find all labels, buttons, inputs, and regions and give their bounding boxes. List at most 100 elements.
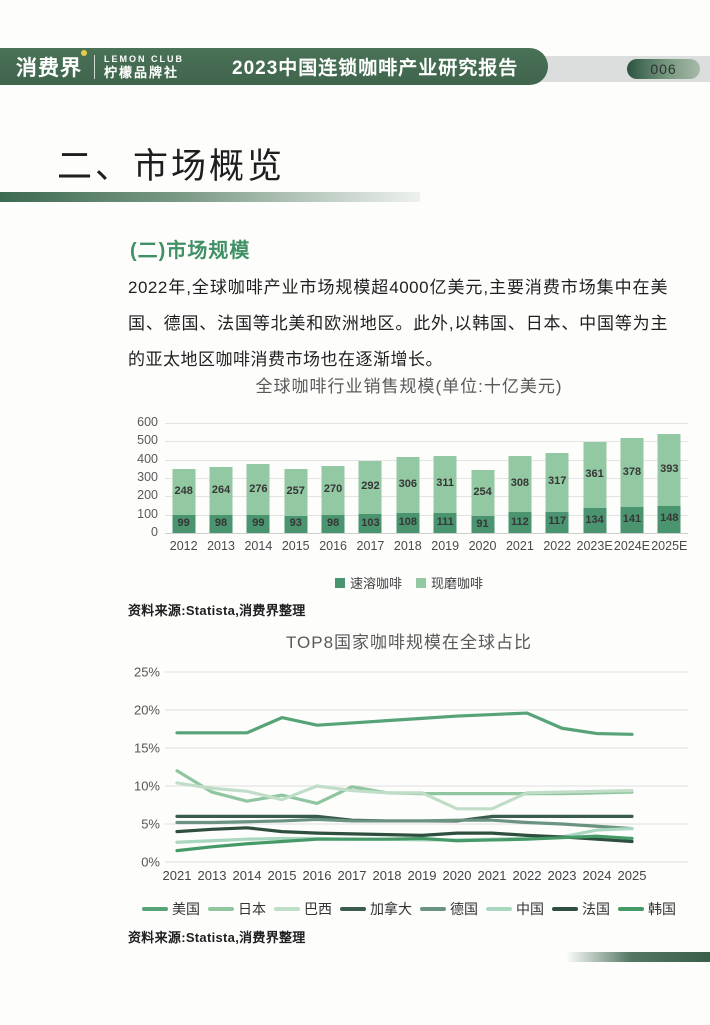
bar-chart-legend: 速溶咖啡 现磨咖啡 [128,573,690,592]
section-underline [0,192,420,202]
line-series [175,834,634,853]
legend-item: 美国 [142,899,200,919]
line-chart-ytick: 5% [141,817,160,832]
bar-chart-xtick: 2015 [281,539,310,553]
line-series [175,769,634,806]
line-chart-xtick: 2023 [548,868,577,883]
bar-chart-gridline [165,423,688,424]
subsection-title: (二)市场规模 [130,240,251,262]
bar-chart-gridline [165,441,688,443]
bar-value-label: 393 [660,462,679,475]
bar-column: 257 93 2015 [277,396,314,564]
bar-column: 264 98 2013 [202,396,239,564]
bar-column: 317 117 2022 [539,396,576,564]
line-chart-ytick: 0% [141,855,160,870]
bar-value-label: 108 [398,516,417,529]
bar-chart-xtick: 2023E [576,539,613,553]
bar-chart-gridline [165,514,688,516]
line-chart-xtick: 2021 [478,868,507,883]
bar-chart-ytick: 100 [137,506,158,521]
line-chart-xtick: 2016 [303,868,332,883]
bar-segment-ground [172,469,196,515]
bar-column: 292 103 2017 [352,396,389,564]
logo-brand: 消费界 [16,49,87,82]
bar-value-label: 148 [660,512,679,525]
bar-segment-ground [284,468,308,516]
bar-value-label: 248 [174,485,193,498]
bar-value-label: 99 [252,516,265,529]
bar-column: 361 134 2023E [576,396,613,564]
legend-item: 巴西 [274,899,332,919]
bar-chart-gridline [165,459,688,461]
bar-chart-xtick: 2012 [169,539,198,553]
bar-segment-instant [358,514,382,533]
legend-swatch [208,907,234,911]
bar-chart-ytick: 600 [137,415,158,429]
line-chart-xtick: 2025 [618,868,647,883]
report-title: 2023中国连锁咖啡产业研究报告 [232,58,519,79]
bar-chart-xtick: 2024E [613,539,651,553]
bar-segment-instant [583,508,607,533]
legend-label: 韩国 [648,901,676,917]
bar-segment-ground [209,466,233,516]
bar-segment-ground [396,457,420,514]
bar-chart-ytick: 300 [137,470,158,484]
bar-column: 276 99 2014 [240,396,277,564]
line-chart-xtick: 2014 [233,868,262,883]
bar-segment-instant [284,515,308,533]
line-chart-xtick: 2013 [198,868,227,883]
bar-segment-instant [620,507,644,533]
bar-segment-instant [172,514,196,533]
bar-chart-ytick: 500 [137,433,158,448]
line-chart-ytick: 20% [134,703,160,718]
bar-value-label: 112 [511,515,529,528]
bar-value-label: 117 [548,515,567,528]
bar-column: 254 91 2020 [464,396,501,564]
logo-club-en: LEMON CLUB [104,53,184,64]
bar-chart-ytick: 0 [151,525,158,539]
legend-swatch [142,907,168,911]
bar-segment-ground [358,460,382,515]
logo-club: LEMON CLUB 柠檬品牌社 [104,54,184,80]
bar-value-label: 91 [476,517,489,530]
legend-swatch [618,907,644,911]
line-series [175,817,634,831]
legend-item: 速溶咖啡 [334,573,402,592]
bar-chart-xtick: 2020 [468,539,497,553]
bar-value-label: 264 [211,483,231,496]
bar-column: 308 112 2021 [501,396,538,564]
bar-chart-gridline [165,478,688,479]
line-series [175,781,634,811]
legend-label: 巴西 [304,901,332,917]
line-chart-ytick: 10% [134,779,160,794]
bar-value-label: 361 [585,468,604,481]
body-paragraph: 2022年,全球咖啡产业市场规模超4000亿美元,主要消费市场集中在美国、德国、… [128,278,668,369]
bar-value-label: 141 [622,513,642,526]
bar-value-label: 378 [622,465,642,478]
legend-label: 速溶咖啡 [349,576,402,591]
bar-chart-xtick: 2019 [431,539,460,553]
section-title: 二、市场概览 [57,147,286,186]
bar-value-label: 311 [436,477,455,490]
bar-value-label: 292 [361,480,380,493]
legend-swatch [340,907,366,911]
bar-value-label: 98 [214,517,228,530]
bar-segment-ground [508,456,532,513]
line-chart-legend: 美国 日本 巴西 加拿大 德国 中国 法国 韩国 [128,899,690,919]
bar-chart-plot: 0 100 200 300 400 500 600 248 99 2012 264 98 2013 276… [128,396,690,564]
line-chart: TOP8国家咖啡规模在全球占比 0% 5% 10% 15% 20% 25% 2021 2013… [128,628,690,919]
bar-value-label: 308 [510,477,530,490]
bar-column: 270 98 2016 [314,396,351,564]
legend-label: 现磨咖啡 [431,576,484,591]
bar-column: 248 99 2012 [165,396,202,564]
legend-label: 加拿大 [370,901,412,917]
legend-item: 韩国 [618,899,676,919]
bar-value-label: 111 [436,515,454,528]
line-chart-xtick: 2018 [373,868,402,883]
legend-item: 日本 [208,899,266,919]
legend-label: 美国 [172,901,200,917]
legend-swatch [420,907,446,911]
bar-chart-ytick: 400 [137,451,158,466]
footer-gradient-bar [566,952,710,962]
legend-label: 德国 [450,901,478,917]
